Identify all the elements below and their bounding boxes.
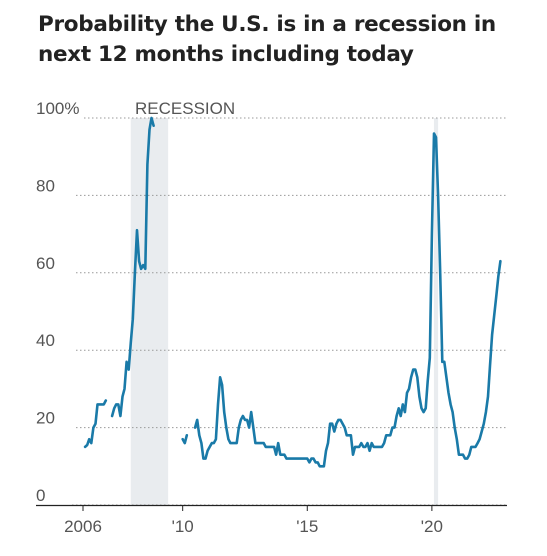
y-tick-label-20: 20 [36,409,55,428]
y-tick-label-40: 40 [36,331,55,350]
y-tick-label-100: 100% [36,99,79,118]
series-line-segment-3 [181,434,189,445]
recession-band-2 [433,118,439,505]
x-tick-label-2010: '10 [172,517,194,536]
series-lines [83,116,502,468]
y-tick-label-0: 0 [36,486,45,505]
series-line-segment-2 [110,116,155,418]
y-tick-label-60: 60 [36,254,55,273]
y-tick-label-80: 80 [36,176,55,195]
x-tick-label-2006: 2006 [64,517,102,536]
x-tick-label-2015: '15 [296,517,318,536]
recession-label: RECESSION [135,99,235,118]
series-line-segment-4 [193,132,502,468]
recession-shading-layer [130,118,439,505]
series-line-segment-1 [83,399,108,449]
chart-title: Probability the U.S. is in a recession i… [38,12,496,67]
x-axis: 2006 '10 '15 '20 [36,504,507,536]
y-tick-labels: 0 20 40 60 80 100% [36,99,79,505]
x-tick-label-2020: '20 [421,517,443,536]
recession-band-1 [130,118,169,505]
